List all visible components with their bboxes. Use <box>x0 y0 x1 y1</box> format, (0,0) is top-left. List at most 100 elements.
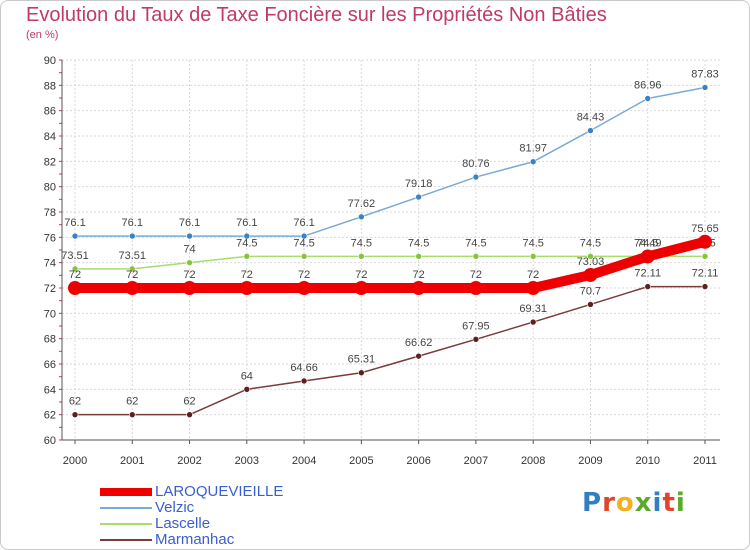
legend-label: LAROQUEVIEILLE <box>155 483 284 500</box>
data-label-marmanhac: 62 <box>126 396 138 408</box>
legend-item-laroquevieille: LAROQUEVIEILLE <box>100 483 360 500</box>
proxiti-logo: Proxiti <box>582 488 686 518</box>
data-point-laroquevieille <box>182 281 197 295</box>
y-tick-label: 82 <box>44 156 56 168</box>
logo-letter: i <box>675 488 686 518</box>
data-label-laroquevieille: 74.49 <box>634 237 662 249</box>
data-label-velzic: 76.1 <box>293 217 314 229</box>
data-label-marmanhac: 64.66 <box>290 362 318 374</box>
data-label-laroquevieille: 72 <box>241 269 253 281</box>
x-tick-label: 2006 <box>406 455 430 467</box>
series-line-lascelle <box>74 255 706 270</box>
data-label-velzic: 79.18 <box>405 178 433 190</box>
data-point-velzic <box>128 232 136 240</box>
data-point-velzic <box>644 95 652 102</box>
y-tick-label: 64 <box>44 384 56 396</box>
data-label-lascelle: 74.5 <box>637 237 658 249</box>
data-label-lascelle: 74.5 <box>351 237 372 249</box>
logo-letter: t <box>662 488 676 518</box>
logo-letter: r <box>602 488 616 518</box>
data-point-velzic <box>701 84 709 91</box>
data-point-velzic <box>358 213 365 221</box>
data-point-marmanhac <box>186 411 193 418</box>
data-label-velzic: 80.76 <box>462 158 490 170</box>
chart-title: Evolution du Taux de Taxe Foncière sur l… <box>26 4 607 26</box>
series-line-velzic <box>74 86 706 237</box>
data-point-velzic <box>300 232 308 240</box>
data-point-velzic <box>587 127 594 134</box>
y-tick-label: 88 <box>44 80 56 92</box>
y-tick-label: 72 <box>44 283 56 295</box>
legend-label: Marmanhac <box>155 531 235 548</box>
logo-letter: i <box>652 488 663 518</box>
data-label-velzic: 86.96 <box>634 80 662 92</box>
data-label-marmanhac: 65.31 <box>348 354 376 366</box>
data-label-lascelle: 74.5 <box>580 237 601 249</box>
data-point-marmanhac <box>358 369 365 377</box>
data-label-lascelle: 74.5 <box>465 237 486 249</box>
data-point-marmanhac <box>587 301 594 308</box>
y-tick-label: 76 <box>44 232 56 244</box>
data-point-lascelle <box>587 253 594 260</box>
y-tick-label: 80 <box>44 182 56 194</box>
x-tick-label: 2008 <box>521 455 545 467</box>
data-point-marmanhac <box>472 335 480 343</box>
data-point-laroquevieille <box>468 281 483 295</box>
legend-swatch <box>100 488 152 496</box>
legend-swatch <box>100 507 152 509</box>
data-label-laroquevieille: 72 <box>69 269 81 281</box>
x-tick-label: 2009 <box>578 455 602 467</box>
data-point-lascelle <box>243 253 251 260</box>
data-point-laroquevieille <box>354 281 369 295</box>
data-point-lascelle <box>300 253 308 260</box>
data-point-velzic <box>243 232 251 240</box>
legend-item-lascelle: Lascelle <box>100 515 360 532</box>
data-label-marmanhac: 62 <box>183 396 195 408</box>
logo-letter: x <box>634 488 653 518</box>
data-point-laroquevieille <box>698 234 712 249</box>
data-point-velzic <box>415 193 422 201</box>
data-point-marmanhac <box>644 283 652 290</box>
data-point-lascelle <box>415 253 422 260</box>
legend-swatch <box>100 539 152 541</box>
unit-label: (en %) <box>26 29 59 41</box>
data-point-marmanhac <box>243 386 251 393</box>
x-tick-label: 2001 <box>120 455 144 467</box>
data-point-marmanhac <box>701 283 709 290</box>
legend-swatch <box>100 523 152 525</box>
legend-label: Lascelle <box>155 515 211 532</box>
data-label-laroquevieille: 73.03 <box>577 256 605 268</box>
data-point-laroquevieille <box>125 281 140 295</box>
data-label-marmanhac: 72.11 <box>692 268 719 280</box>
data-label-laroquevieille: 72 <box>298 269 310 281</box>
y-tick-label: 84 <box>44 131 56 143</box>
data-label-lascelle: 74 <box>183 244 195 256</box>
data-point-lascelle <box>128 265 136 273</box>
data-label-velzic: 77.62 <box>348 198 376 210</box>
logo-letter: P <box>582 488 603 518</box>
data-point-laroquevieille <box>297 281 312 295</box>
x-tick-label: 2007 <box>464 455 488 467</box>
data-point-lascelle <box>701 253 709 260</box>
data-label-laroquevieille: 72 <box>126 269 138 281</box>
data-point-marmanhac <box>415 352 422 360</box>
data-point-velzic <box>71 232 79 240</box>
data-label-marmanhac: 69.31 <box>519 303 547 315</box>
legend: LAROQUEVIEILLE Velzic Lascelle Marmanhac <box>100 483 360 548</box>
y-tick-label: 90 <box>44 55 56 67</box>
data-point-marmanhac <box>529 318 537 326</box>
data-point-marmanhac <box>71 411 79 418</box>
data-label-marmanhac: 72.11 <box>634 268 661 280</box>
data-label-marmanhac: 70.7 <box>580 285 601 297</box>
x-tick-label: 2010 <box>635 455 659 467</box>
x-tick-label: 2011 <box>693 455 717 467</box>
data-label-laroquevieille: 72 <box>470 269 482 281</box>
x-tick-label: 2004 <box>292 455 316 467</box>
y-tick-label: 62 <box>44 410 56 422</box>
data-point-laroquevieille <box>68 281 82 295</box>
data-point-velzic <box>186 232 193 240</box>
data-point-marmanhac <box>128 411 136 418</box>
data-label-laroquevieille: 75.65 <box>691 223 719 235</box>
data-point-marmanhac <box>300 377 308 385</box>
